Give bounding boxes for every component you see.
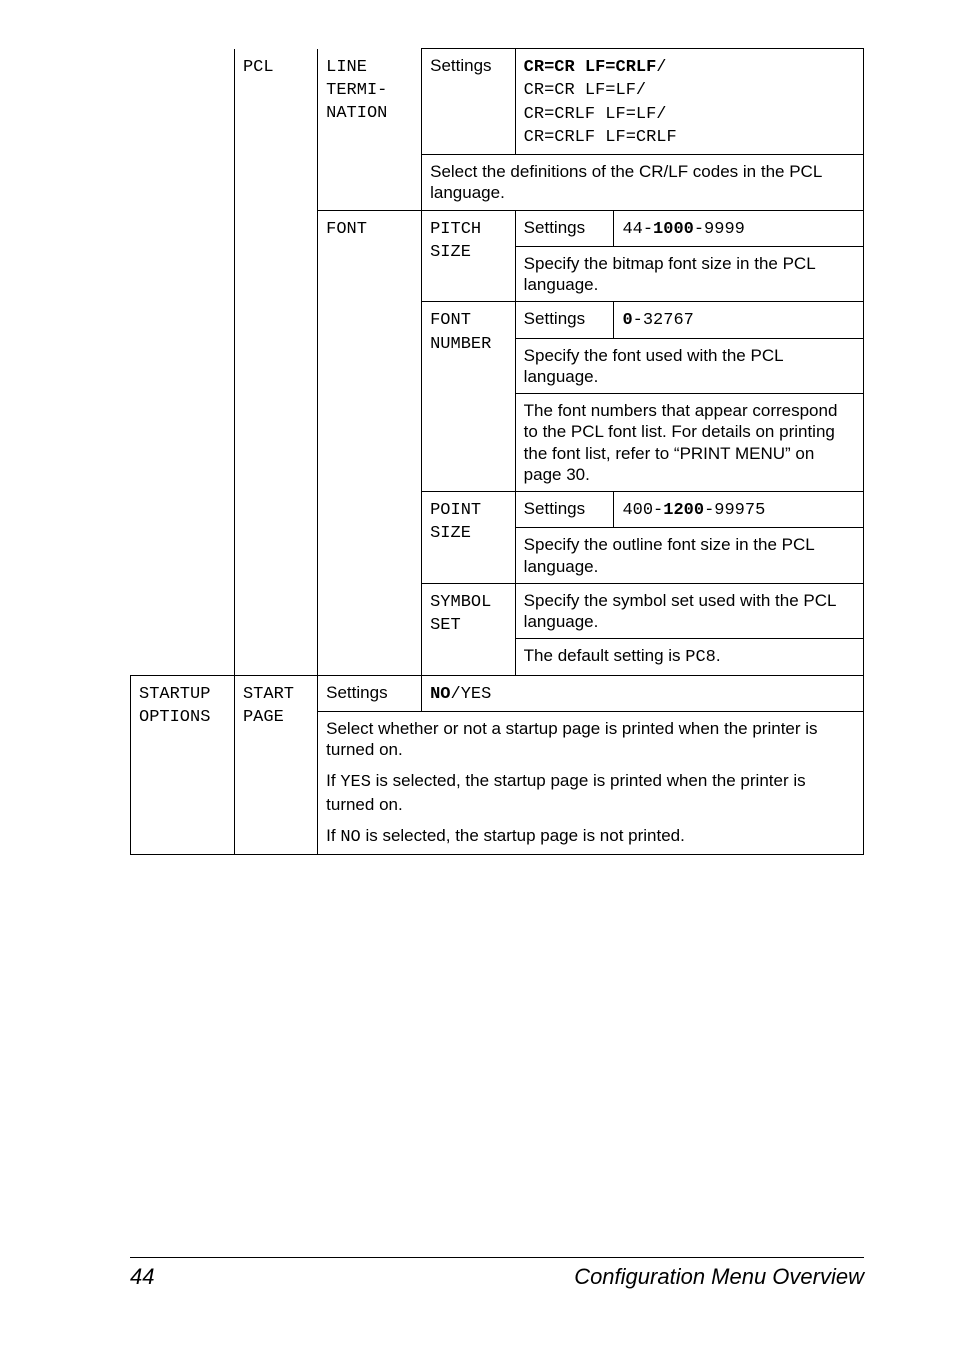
settings-label: Settings	[326, 683, 387, 702]
table-row: STARTUPOPTIONS STARTPAGE Settings NO/YES	[131, 675, 864, 711]
start-page-label: STARTPAGE	[243, 685, 294, 727]
cell-point-size-desc: Specify the outline font size in the PCL…	[515, 528, 863, 584]
cell-settings-label: Settings	[515, 492, 614, 528]
cell-line-term-value: CR=CR LF=CRLF/CR=CR LF=LF/CR=CRLF LF=LF/…	[515, 49, 863, 155]
point-size-desc: Specify the outline font size in the PCL…	[524, 535, 814, 575]
cell-symbol-set: SYMBOLSET	[422, 583, 516, 675]
line-term-value: CR=CR LF=CRLF/CR=CR LF=LF/CR=CRLF LF=LF/…	[524, 58, 677, 147]
cell-pitch-size-desc: Specify the bitmap font size in the PCL …	[515, 246, 863, 302]
cell-point-size-value: 400-1200-99975	[614, 492, 864, 528]
page-number: 44	[130, 1264, 154, 1290]
startup-options-label: STARTUPOPTIONS	[139, 685, 210, 727]
font-number-desc1: Specify the font used with the PCL langu…	[524, 346, 783, 386]
startup-desc-p3-pre: If	[326, 826, 340, 845]
startup-value: NO/YES	[430, 685, 491, 704]
font-number-value: 0-32767	[622, 311, 693, 330]
cell-settings-label: Settings	[422, 49, 516, 155]
startup-desc-p3-post: is selected, the startup page is not pri…	[361, 826, 685, 845]
pitch-size-value: 44-1000-9999	[622, 220, 744, 239]
cell-font-number-value: 0-32767	[614, 302, 864, 338]
cell-startup-options: STARTUPOPTIONS	[131, 675, 235, 855]
cell-pitch-size: PITCHSIZE	[422, 210, 516, 302]
symbol-set-desc1: Specify the symbol set used with the PCL…	[524, 591, 836, 631]
settings-label: Settings	[430, 56, 491, 75]
cell-settings-label: Settings	[318, 675, 422, 711]
point-size-label: POINTSIZE	[430, 501, 481, 543]
startup-desc-p1: Select whether or not a startup page is …	[326, 718, 855, 761]
pitch-size-desc: Specify the bitmap font size in the PCL …	[524, 254, 815, 294]
startup-desc-p2: If YES is selected, the startup page is …	[326, 770, 855, 815]
symbol-set-desc2-pre: The default setting is	[524, 646, 686, 665]
line-term-desc: Select the definitions of the CR/LF code…	[430, 162, 822, 202]
cell-font-number-desc1: Specify the font used with the PCL langu…	[515, 338, 863, 394]
cell-settings-label: Settings	[515, 302, 614, 338]
footer-title: Configuration Menu Overview	[574, 1264, 864, 1290]
point-size-value: 400-1200-99975	[622, 501, 765, 520]
pitch-size-label: PITCHSIZE	[430, 220, 481, 262]
cell-line-term-desc: Select the definitions of the CR/LF code…	[422, 155, 864, 211]
settings-table: PCL LINETERMI-NATION Settings CR=CR LF=C…	[130, 48, 864, 855]
line-term-label: LINETERMI-NATION	[326, 58, 387, 124]
cell-symbol-set-desc1: Specify the symbol set used with the PCL…	[515, 583, 863, 639]
cell-pitch-size-value: 44-1000-9999	[614, 210, 864, 246]
font-number-label: FONTNUMBER	[430, 311, 491, 353]
symbol-set-desc2-code: PC8	[685, 648, 716, 667]
settings-label: Settings	[524, 218, 585, 237]
page-container: PCL LINETERMI-NATION Settings CR=CR LF=C…	[0, 0, 954, 1350]
cell-pcl: PCL	[234, 49, 317, 676]
cell-font-number: FONTNUMBER	[422, 302, 516, 492]
cell-startup-value: NO/YES	[422, 675, 864, 711]
startup-desc-block: Select whether or not a startup page is …	[326, 718, 855, 848]
settings-label: Settings	[524, 309, 585, 328]
cell-point-size: POINTSIZE	[422, 492, 516, 584]
cell-line-termination: LINETERMI-NATION	[318, 49, 422, 211]
font-number-desc2: The font numbers that appear correspond …	[524, 401, 838, 484]
startup-desc-p2-pre: If	[326, 771, 340, 790]
startup-desc-p2-code: YES	[340, 773, 371, 792]
cell-blank-col1	[131, 49, 235, 676]
cell-start-page: STARTPAGE	[234, 675, 317, 855]
cell-font-number-desc2: The font numbers that appear correspond …	[515, 394, 863, 492]
symbol-set-desc2-post: .	[716, 646, 721, 665]
startup-desc-p2-post: is selected, the startup page is printed…	[326, 771, 805, 813]
settings-label: Settings	[524, 499, 585, 518]
font-label: FONT	[326, 220, 367, 239]
pcl-label: PCL	[243, 58, 274, 77]
cell-settings-label: Settings	[515, 210, 614, 246]
cell-font: FONT	[318, 210, 422, 675]
startup-desc-p3: If NO is selected, the startup page is n…	[326, 825, 855, 848]
page-footer: 44 Configuration Menu Overview	[130, 1257, 864, 1290]
cell-symbol-set-desc2: The default setting is PC8.	[515, 639, 863, 675]
cell-startup-desc: Select whether or not a startup page is …	[318, 711, 864, 854]
table-row: PCL LINETERMI-NATION Settings CR=CR LF=C…	[131, 49, 864, 155]
startup-desc-p3-code: NO	[340, 828, 360, 847]
symbol-set-label: SYMBOLSET	[430, 593, 491, 635]
